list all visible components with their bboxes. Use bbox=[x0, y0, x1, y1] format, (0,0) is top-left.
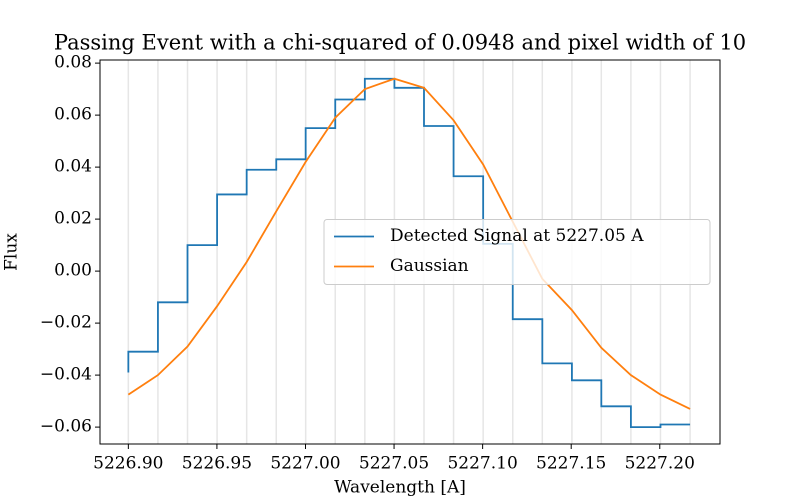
legend-label: Gaussian bbox=[390, 256, 469, 276]
y-tick-label: −0.04 bbox=[40, 365, 92, 385]
series-line bbox=[127, 77, 691, 410]
y-tick-label: 0.08 bbox=[54, 53, 92, 73]
y-tick-label: −0.02 bbox=[40, 313, 92, 333]
plot-frame bbox=[99, 59, 721, 445]
y-tick-label: 0.02 bbox=[54, 209, 92, 229]
x-tick-label: 5227.15 bbox=[536, 454, 606, 474]
x-tick-label: 5227.00 bbox=[270, 454, 340, 474]
x-tick-label: 5227.10 bbox=[447, 454, 517, 474]
x-tick-label: 5226.90 bbox=[93, 454, 163, 474]
chart-title: Passing Event with a chi-squared of 0.09… bbox=[54, 31, 746, 55]
legend-box bbox=[323, 219, 711, 285]
series-line bbox=[127, 77, 691, 429]
x-tick-label: 5227.05 bbox=[359, 454, 429, 474]
y-axis-label: Flux bbox=[2, 233, 22, 271]
x-tick-label: 5226.95 bbox=[182, 454, 252, 474]
legend-label: Detected Signal at 5227.05 A bbox=[390, 226, 644, 246]
y-tick-label: 0.04 bbox=[54, 157, 92, 177]
x-axis-label: Wavelength [A] bbox=[334, 478, 466, 498]
x-tick-label: 5227.20 bbox=[625, 454, 695, 474]
y-tick-label: 0.06 bbox=[54, 105, 92, 125]
y-tick-label: 0.00 bbox=[54, 261, 92, 281]
y-tick-label: −0.06 bbox=[40, 417, 92, 437]
